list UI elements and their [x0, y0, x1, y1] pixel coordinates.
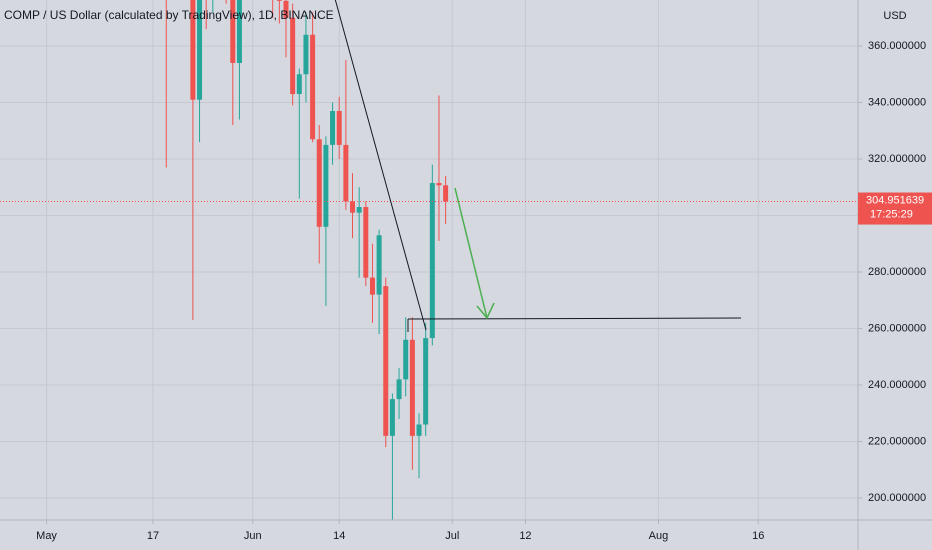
y-tick-label: 200.000000: [868, 492, 926, 504]
candle-body: [283, 0, 289, 18]
drawings: [334, 0, 742, 332]
countdown: 17:25:29: [870, 208, 913, 220]
candle-body: [310, 34, 316, 140]
candle-body: [197, 0, 203, 100]
x-tick-label: Aug: [649, 530, 669, 542]
candle-body: [369, 277, 375, 295]
x-tick-label: 17: [147, 530, 159, 542]
candle-body: [443, 185, 449, 202]
currency: USD: [883, 10, 906, 22]
candle-body: [383, 286, 389, 436]
candle-body: [389, 399, 395, 436]
candle-body: [436, 183, 442, 186]
chart-title: COMP / US Dollar (calculated by TradingV…: [4, 8, 334, 22]
candle-body: [303, 34, 309, 75]
candle-body: [290, 17, 296, 95]
candle-body: [429, 183, 435, 339]
trend-line: [334, 0, 427, 331]
candle-body: [316, 139, 322, 227]
grid: [0, 0, 858, 520]
x-tick-label: 12: [519, 530, 531, 542]
candle-body: [276, 0, 282, 1]
x-tick-label: Jul: [445, 530, 459, 542]
y-tick-label: 260.000000: [868, 322, 926, 334]
candle-body: [403, 339, 409, 380]
candle-body: [336, 111, 342, 145]
arrow-head: [476, 302, 495, 320]
candle-body: [230, 0, 236, 63]
candle-body: [323, 144, 329, 227]
candle-body: [296, 74, 302, 95]
y-tick-label: 320.000000: [868, 153, 926, 165]
last-price-label: 304.951639: [866, 194, 924, 206]
candle-body: [190, 0, 196, 100]
candle-body: [343, 144, 349, 202]
candle-body: [409, 339, 415, 436]
candle-body: [236, 0, 242, 63]
arrow: [454, 187, 488, 319]
candles: [0, 0, 858, 520]
candle-body: [423, 338, 429, 425]
candle-body: [416, 424, 422, 436]
x-tick-label: 16: [752, 530, 764, 542]
horizontal-line: [407, 317, 742, 320]
candle-body: [363, 207, 369, 278]
y-tick-label: 240.000000: [868, 379, 926, 391]
y-tick-label: 360.000000: [868, 40, 926, 52]
y-tick-label: 280.000000: [868, 266, 926, 278]
candle-body: [376, 235, 382, 295]
candle-body: [330, 111, 336, 145]
axes: 200.000000 220.000000 240.000000 260.000000…: [36, 40, 932, 542]
candle-body: [356, 207, 362, 213]
last-price-box: [858, 192, 932, 225]
x-tick-label: 14: [333, 530, 345, 542]
x-tick-label: May: [36, 530, 57, 542]
y-tick-label: 220.000000: [868, 435, 926, 447]
candle-body: [396, 379, 402, 400]
x-tick-label: Jun: [244, 530, 262, 542]
candle-body: [350, 201, 356, 213]
y-tick-label: 340.000000: [868, 96, 926, 108]
